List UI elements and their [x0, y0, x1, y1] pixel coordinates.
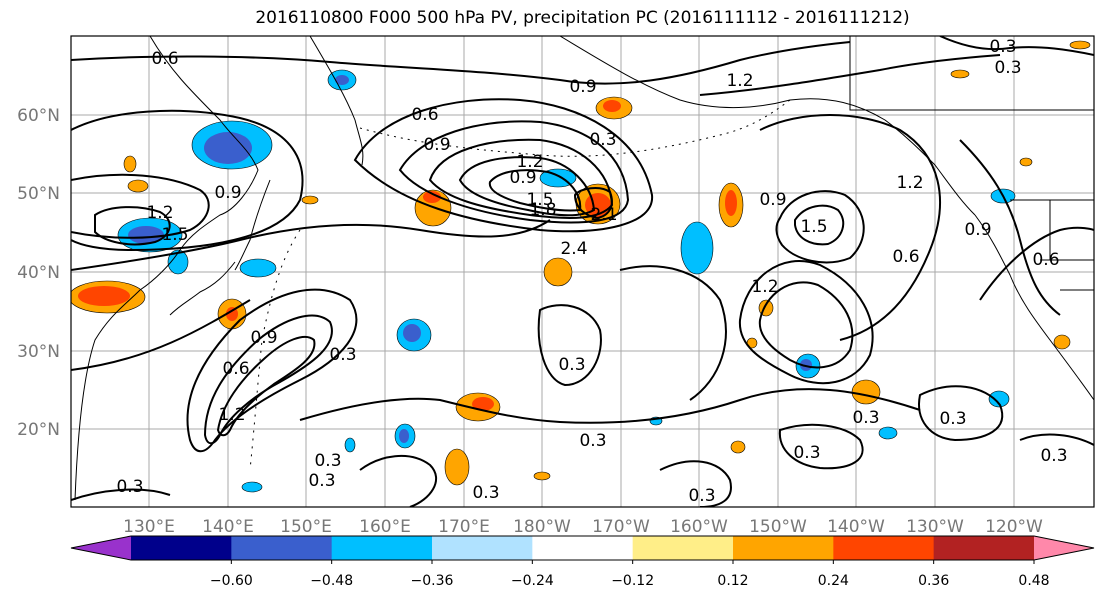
longitude-label: 130°W	[906, 517, 964, 537]
longitude-label: 170°E	[438, 517, 490, 537]
contour-label: 0.9	[423, 135, 450, 155]
colorbar-outline	[70, 535, 1095, 561]
contour-label: 0.9	[250, 328, 277, 348]
contour-label: 0.6	[151, 49, 178, 69]
longitude-label: 180°W	[513, 517, 571, 537]
latitude-label: 30°N	[17, 342, 60, 362]
contour-label: 1.8	[529, 200, 556, 220]
contour-label: 0.3	[852, 408, 879, 428]
longitude-label: 150°W	[749, 517, 807, 537]
contour-label: 1.2	[896, 173, 923, 193]
colorbar-tick-label: 0.12	[717, 573, 748, 589]
contour-label: 0.6	[892, 247, 919, 267]
precipitation-shading	[71, 40, 1091, 493]
contour-label: 0.3	[314, 451, 341, 471]
contour-label: 0.6	[411, 105, 438, 125]
contour-label: 0.3	[793, 443, 820, 463]
latitude-label: 60°N	[17, 106, 60, 126]
contour-label: 2.4	[560, 239, 587, 259]
map-title: 2016110800 F000 500 hPa PV, precipitatio…	[255, 8, 910, 28]
colorbar-segment	[933, 536, 1035, 560]
contour-label: 0.6	[222, 359, 249, 379]
longitude-label: 140°E	[202, 517, 254, 537]
longitude-label: 120°W	[985, 517, 1043, 537]
longitude-label: 160°E	[359, 517, 411, 537]
contour-label: 1.5	[526, 190, 553, 210]
contour-label: 0.9	[569, 77, 596, 97]
colorbar-extend-high	[1034, 536, 1094, 560]
contour-label: 0.3	[579, 431, 606, 451]
contour-label: 1.5	[800, 217, 827, 237]
contour-label: 1.2	[146, 203, 173, 223]
colorbar-tick-label: 0.48	[1018, 573, 1049, 589]
contour-label: 0.9	[509, 168, 536, 188]
contour-label: 0.6	[1032, 250, 1059, 270]
colorbar-segment	[632, 536, 734, 560]
colorbar-segment	[432, 536, 533, 560]
colorbar-tick-label: −0.36	[411, 573, 454, 589]
longitude-label: 170°W	[592, 517, 650, 537]
latitude-label: 20°N	[17, 420, 60, 440]
colorbar-segment	[833, 536, 935, 560]
colorbar-tick-label: −0.12	[611, 573, 654, 589]
contour-label: 1.2	[751, 277, 778, 297]
contour-label: 0.3	[329, 345, 356, 365]
colorbar-tick-labels: −0.60 −0.48 −0.36 −0.24 −0.12 0.12 0.24 0.36 0.4…	[210, 560, 1050, 589]
contour-label: 0.3	[472, 483, 499, 503]
colorbar-tick-label: 0.36	[918, 573, 949, 589]
contour-label: 0.3	[994, 58, 1021, 78]
colorbar-segment	[131, 536, 232, 560]
contour-label: 0.3	[688, 486, 715, 506]
colorbar-tick-label: −0.24	[511, 573, 554, 589]
contour-label: 1.2	[218, 405, 245, 425]
pv-contours	[71, 36, 1094, 507]
longitude-label: 130°E	[123, 517, 175, 537]
longitude-labels: 130°E 140°E 150°E 160°E 170°E 180°W 170°W 160°W…	[123, 517, 1043, 537]
colorbar-segment	[532, 536, 634, 560]
colorbar-segment	[733, 536, 834, 560]
contour-label: 0.3	[308, 471, 335, 491]
longitude-label: 150°E	[280, 517, 332, 537]
contour-label: 0.3	[939, 409, 966, 429]
colorbar-extend-low	[71, 536, 131, 560]
contour-label: 1.2	[726, 71, 753, 91]
contour-label: 1.5	[161, 225, 188, 245]
longitude-label: 140°W	[827, 517, 885, 537]
colorbar-segment	[331, 536, 433, 560]
longitude-label: 160°W	[670, 517, 728, 537]
contour-label: 1.2	[516, 152, 543, 172]
colorbar-tick-label: −0.60	[210, 573, 253, 589]
colorbar-segment	[231, 536, 333, 560]
colorbar-tick-label: −0.48	[310, 573, 353, 589]
colorbar-tick-label: 0.24	[818, 573, 849, 589]
contour-label: 0.9	[964, 220, 991, 240]
contour-label: 0.9	[759, 190, 786, 210]
colorbar	[70, 535, 1095, 561]
latitude-labels: 60°N 50°N 40°N 30°N 20°N	[17, 106, 60, 440]
contour-label: 0.3	[558, 355, 585, 375]
contour-label: 0.3	[589, 130, 616, 150]
latitude-label: 50°N	[17, 184, 60, 204]
contour-label: 0.3	[1040, 446, 1067, 466]
map-frame	[70, 35, 1095, 508]
contour-labels: 0.60.9 1.20.60.90.91.21.50.91.21.51.8 2.12…	[116, 37, 1067, 506]
coastlines	[74, 36, 1094, 501]
latitude-label: 40°N	[17, 263, 60, 283]
contour-label: 0.3	[116, 477, 143, 497]
contour-label: 0.9	[214, 183, 241, 203]
contour-label: 0.3	[989, 37, 1016, 57]
contour-label: 2.1	[590, 205, 617, 225]
